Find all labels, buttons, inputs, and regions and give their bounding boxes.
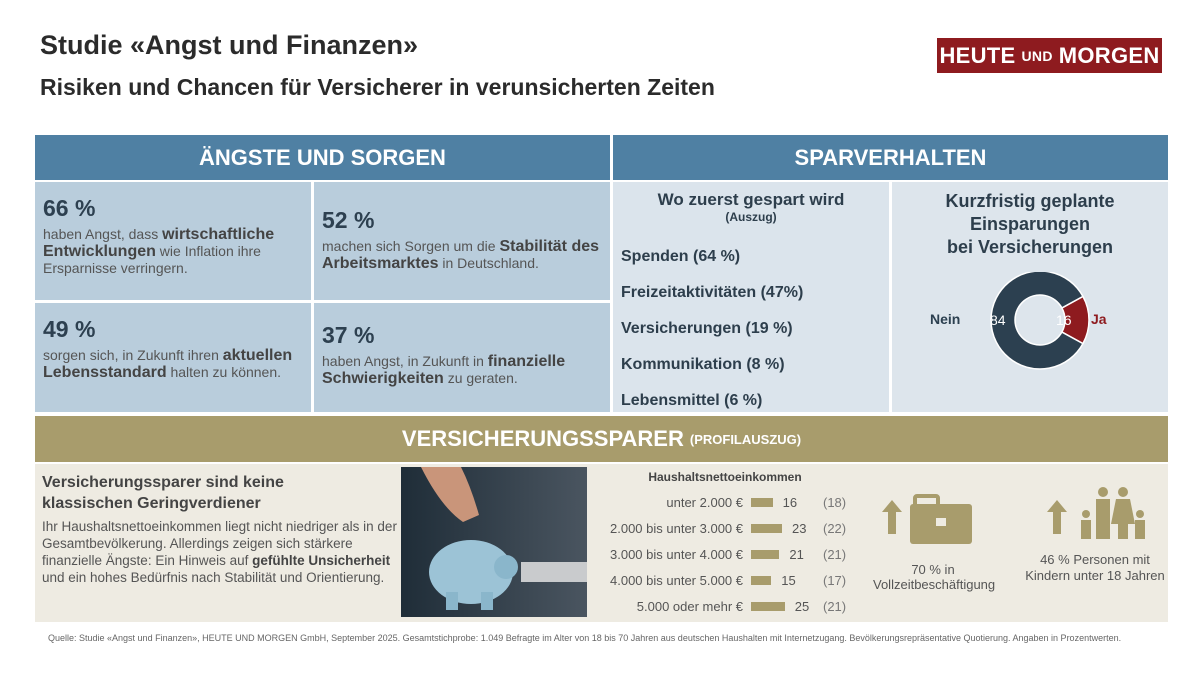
income-bar: [751, 497, 773, 507]
logo: HEUTE UND MORGEN: [937, 38, 1162, 73]
spar-item: Freizeitaktivitäten (47%): [621, 284, 804, 301]
income-bar-row: 4.000 bis unter 5.000 € 15 (17): [555, 571, 855, 589]
page-subtitle: Risiken und Chancen für Versicherer in v…: [40, 74, 715, 100]
spar-item: Lebensmittel (6 %): [621, 392, 763, 409]
aengste-pct: 52 %: [322, 207, 375, 233]
income-bar: [751, 523, 783, 533]
profil-panel: Versicherungssparer sind keine klassisch…: [35, 464, 1168, 622]
bar-value: 23: [792, 520, 807, 536]
nein-value: 84: [990, 312, 1006, 328]
aengste-pct: 37 %: [322, 322, 375, 348]
aengste-cell: 37 % haben Angst, in Zukunft in finanziel…: [314, 303, 610, 412]
aengste-heading: ÄNGSTE UND SORGEN: [35, 135, 610, 180]
logo-text: UND: [1021, 47, 1053, 64]
logo-text: MORGEN: [1058, 42, 1160, 68]
text: sorgen sich, in Zukunft ihren: [43, 347, 223, 363]
ja-value: 16: [1056, 312, 1072, 328]
bar-category: 4.000 bis unter 5.000 €: [610, 572, 743, 588]
donut-title-line: Kurzfristig geplante: [945, 191, 1115, 211]
stat-fulltime: 70 % in Vollzeitbeschäftigung: [873, 562, 996, 592]
profil-heading-text: VERSICHERUNGSSPARER: [401, 426, 684, 451]
income-bar: [751, 601, 785, 611]
aengste-cell: 52 % machen sich Sorgen um die Stabilität…: [314, 182, 610, 300]
text: zu geraten.: [443, 370, 518, 386]
aengste-pct: 66 %: [43, 195, 96, 221]
bar-category: 3.000 bis unter 4.000 €: [610, 546, 743, 562]
page-title: Studie «Angst und Finanzen»: [40, 30, 419, 60]
text-bold: wirtschaftliche Entwicklungen: [43, 226, 275, 260]
income-bar: [751, 575, 772, 585]
income-bar: [751, 549, 780, 559]
text: haben Angst, dass: [43, 226, 163, 242]
text-bold: gefühlte Unsicherheit: [252, 553, 391, 568]
profil-lead: Versicherungssparer sind keine klassisch…: [42, 474, 284, 512]
bar-comparison: (21): [823, 598, 847, 614]
aengste-pct: 49 %: [43, 316, 96, 342]
spar-item: Kommunikation (8 %): [621, 356, 785, 373]
text-bold: aktuellen Lebensstandard: [43, 347, 293, 381]
text: halten zu können.: [166, 364, 282, 380]
text: in Deutschland.: [438, 255, 539, 271]
income-bar-row: 3.000 bis unter 4.000 € 21 (21): [555, 545, 855, 563]
text: wie Inflation ihre Ersparnisse verringer…: [43, 243, 261, 276]
profil-heading-small: (PROFILAUSZUG): [689, 431, 802, 447]
bar-category: unter 2.000 €: [666, 494, 743, 510]
profil-text: Ihr Haushaltsnettoeinkommen liegt nicht …: [42, 518, 397, 586]
aengste-cell: 66 % haben Angst, dass wirtschaftliche En…: [35, 182, 311, 300]
spar-donut-panel: Kurzfristig geplante Einsparungen bei Ve…: [892, 182, 1168, 412]
piggy-bank-photo: [401, 467, 587, 617]
donut-title-line: Einsparungen: [969, 214, 1090, 234]
bar-value: 16: [782, 494, 798, 510]
text-bold: Stabilität des Arbeitsmarktes: [322, 238, 600, 272]
source-footnote: Quelle: Studie «Angst und Finanzen», HEU…: [48, 633, 1122, 643]
text: machen sich Sorgen um die: [322, 238, 500, 254]
spar-where-subtitle: (Auszug): [725, 210, 777, 224]
family-icon: [1047, 487, 1145, 539]
income-bar-row: 5.000 oder mehr € 25 (21): [555, 597, 855, 615]
bar-comparison: (17): [823, 572, 847, 588]
text: und ein hohes Bedürfnis nach Stabilität …: [42, 570, 385, 585]
donut-slice-nein: [990, 272, 1084, 370]
logo-text: HEUTE: [939, 42, 1016, 68]
spar-item: Versicherungen (19 %): [621, 320, 793, 337]
profil-heading: VERSICHERUNGSSPARER (PROFILAUSZUG): [35, 416, 1168, 462]
aengste-cell: 49 % sorgen sich, in Zukunft ihren aktuel…: [35, 303, 311, 412]
bar-category: 2.000 bis unter 3.000 €: [610, 520, 743, 536]
income-chart-title: Haushaltsnettoeinkommen: [648, 470, 802, 484]
spar-where-title: Wo zuerst gespart wird: [657, 190, 845, 209]
bar-comparison: (18): [822, 494, 847, 510]
bar-value: 15: [781, 572, 796, 588]
spar-where-panel: Wo zuerst gespart wird (Auszug) Spenden …: [613, 182, 889, 412]
briefcase-icon: [882, 494, 972, 544]
text-bold: finanzielle Schwierigkeiten: [322, 353, 566, 387]
income-bar-row: unter 2.000 € 16 (18): [555, 493, 855, 511]
bar-value: 21: [789, 546, 804, 562]
bar-comparison: (22): [822, 520, 847, 536]
income-bar-row: 2.000 bis unter 3.000 € 23 (22): [555, 519, 855, 537]
nein-label: Nein: [930, 311, 960, 327]
donut-title-line: bei Versicherungen: [946, 237, 1114, 257]
spar-heading: SPARVERHALTEN: [613, 135, 1168, 180]
stat-children: 46 % Personen mit Kindern unter 18 Jahre…: [1025, 552, 1165, 583]
donut-chart: Nein Ja 84 16: [930, 272, 1107, 370]
bar-comparison: (21): [822, 546, 847, 562]
bar-category: 5.000 oder mehr €: [636, 598, 743, 614]
bar-value: 25: [794, 598, 810, 614]
ja-label: Ja: [1091, 311, 1107, 327]
text: Ihr Haushaltsnettoeinkommen liegt nicht …: [42, 519, 397, 568]
text: haben Angst, in Zukunft in: [322, 353, 488, 369]
spar-item: Spenden (64 %): [621, 248, 741, 265]
